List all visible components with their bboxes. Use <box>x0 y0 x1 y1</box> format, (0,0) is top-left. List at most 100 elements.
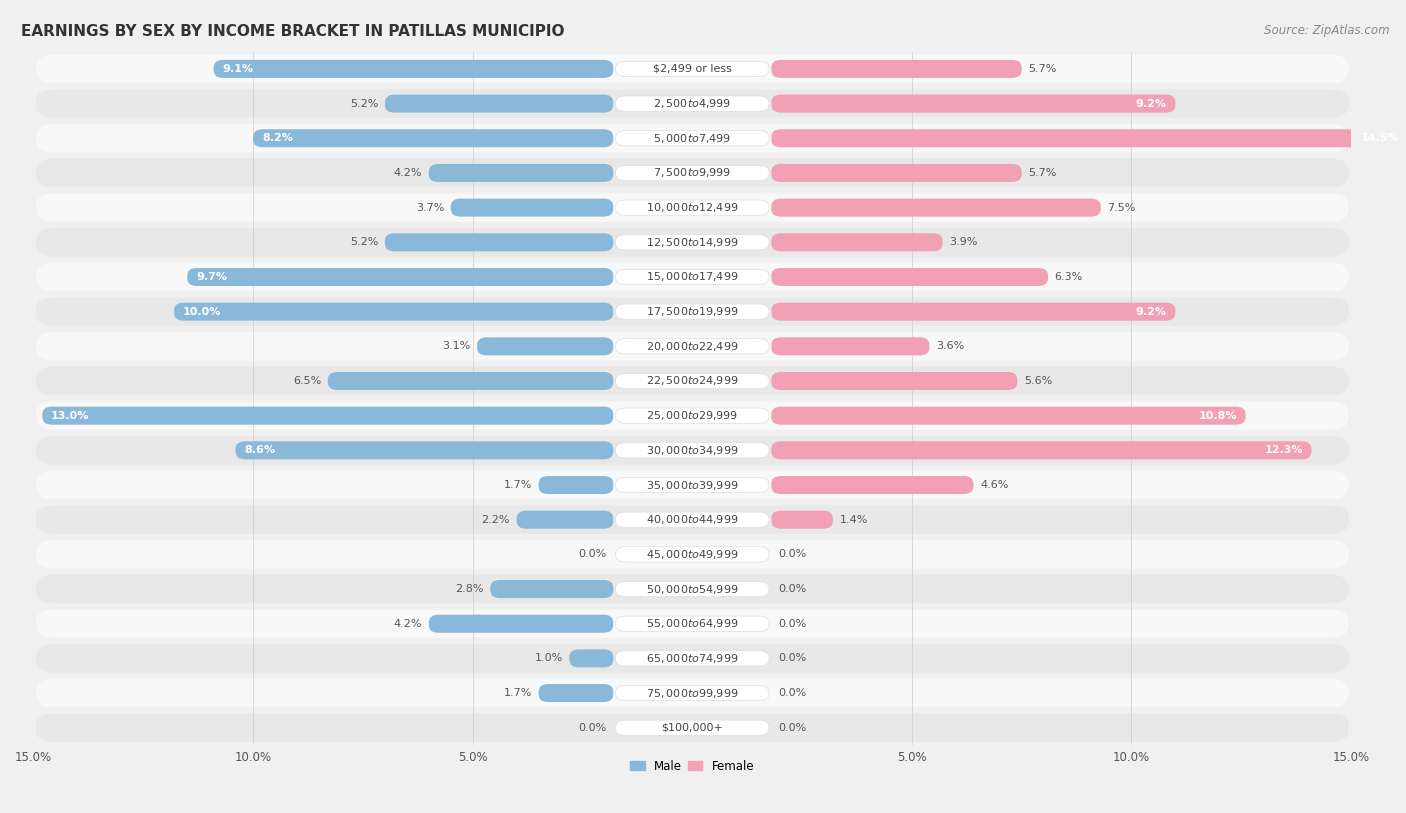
Text: 5.7%: 5.7% <box>1028 168 1057 178</box>
FancyBboxPatch shape <box>772 60 1022 78</box>
FancyBboxPatch shape <box>35 193 1348 222</box>
FancyBboxPatch shape <box>616 200 769 215</box>
FancyBboxPatch shape <box>616 512 769 528</box>
Text: EARNINGS BY SEX BY INCOME BRACKET IN PATILLAS MUNICIPIO: EARNINGS BY SEX BY INCOME BRACKET IN PAT… <box>21 24 565 39</box>
Text: $12,500 to $14,999: $12,500 to $14,999 <box>647 236 738 249</box>
FancyBboxPatch shape <box>772 302 1175 320</box>
Text: 9.2%: 9.2% <box>1136 307 1167 316</box>
FancyBboxPatch shape <box>772 476 973 494</box>
Text: 2.2%: 2.2% <box>481 515 510 524</box>
FancyBboxPatch shape <box>328 372 613 390</box>
FancyBboxPatch shape <box>35 610 1348 638</box>
Text: 14.5%: 14.5% <box>1361 133 1399 143</box>
FancyBboxPatch shape <box>772 511 832 528</box>
FancyBboxPatch shape <box>35 159 1348 187</box>
Text: 4.2%: 4.2% <box>394 168 422 178</box>
FancyBboxPatch shape <box>616 339 769 354</box>
Text: 0.0%: 0.0% <box>778 584 806 594</box>
Text: $65,000 to $74,999: $65,000 to $74,999 <box>647 652 738 665</box>
FancyBboxPatch shape <box>772 198 1101 216</box>
FancyBboxPatch shape <box>35 367 1348 395</box>
FancyBboxPatch shape <box>616 269 769 285</box>
Text: 1.4%: 1.4% <box>839 515 868 524</box>
FancyBboxPatch shape <box>616 408 769 424</box>
Text: 12.3%: 12.3% <box>1264 446 1303 455</box>
FancyBboxPatch shape <box>616 616 769 632</box>
Text: 2.8%: 2.8% <box>456 584 484 594</box>
Text: $15,000 to $17,499: $15,000 to $17,499 <box>647 271 738 284</box>
Text: 0.0%: 0.0% <box>778 688 806 698</box>
FancyBboxPatch shape <box>429 164 613 182</box>
Text: 5.2%: 5.2% <box>350 237 378 247</box>
FancyBboxPatch shape <box>451 198 613 216</box>
Text: $40,000 to $44,999: $40,000 to $44,999 <box>647 513 738 526</box>
Text: $10,000 to $12,499: $10,000 to $12,499 <box>647 201 738 214</box>
Text: 5.2%: 5.2% <box>350 98 378 109</box>
FancyBboxPatch shape <box>616 581 769 597</box>
Text: 1.7%: 1.7% <box>503 480 531 490</box>
Text: 3.1%: 3.1% <box>443 341 471 351</box>
FancyBboxPatch shape <box>187 268 613 286</box>
FancyBboxPatch shape <box>174 302 613 320</box>
FancyBboxPatch shape <box>35 540 1348 568</box>
FancyBboxPatch shape <box>214 60 613 78</box>
FancyBboxPatch shape <box>35 506 1348 534</box>
FancyBboxPatch shape <box>616 685 769 701</box>
Text: $2,500 to $4,999: $2,500 to $4,999 <box>654 97 731 110</box>
Text: 9.1%: 9.1% <box>222 64 253 74</box>
FancyBboxPatch shape <box>772 129 1406 147</box>
Text: 3.6%: 3.6% <box>936 341 965 351</box>
FancyBboxPatch shape <box>491 580 613 598</box>
FancyBboxPatch shape <box>538 476 613 494</box>
FancyBboxPatch shape <box>616 477 769 493</box>
Text: $22,500 to $24,999: $22,500 to $24,999 <box>647 375 738 388</box>
FancyBboxPatch shape <box>35 298 1348 326</box>
FancyBboxPatch shape <box>616 96 769 111</box>
Text: 6.3%: 6.3% <box>1054 272 1083 282</box>
Text: $2,499 or less: $2,499 or less <box>652 64 731 74</box>
Text: 10.0%: 10.0% <box>183 307 221 316</box>
Text: 6.5%: 6.5% <box>292 376 321 386</box>
FancyBboxPatch shape <box>35 714 1348 742</box>
FancyBboxPatch shape <box>616 443 769 458</box>
Text: 0.0%: 0.0% <box>778 619 806 628</box>
FancyBboxPatch shape <box>477 337 613 355</box>
FancyBboxPatch shape <box>253 129 613 147</box>
FancyBboxPatch shape <box>35 471 1348 499</box>
FancyBboxPatch shape <box>569 650 613 667</box>
FancyBboxPatch shape <box>616 61 769 76</box>
FancyBboxPatch shape <box>772 337 929 355</box>
Text: $100,000+: $100,000+ <box>661 723 723 733</box>
Text: 3.7%: 3.7% <box>416 202 444 213</box>
FancyBboxPatch shape <box>35 679 1348 707</box>
Text: $25,000 to $29,999: $25,000 to $29,999 <box>647 409 738 422</box>
FancyBboxPatch shape <box>616 373 769 389</box>
Text: $55,000 to $64,999: $55,000 to $64,999 <box>647 617 738 630</box>
Text: 3.9%: 3.9% <box>949 237 977 247</box>
Text: 5.6%: 5.6% <box>1024 376 1052 386</box>
FancyBboxPatch shape <box>236 441 613 459</box>
Text: $50,000 to $54,999: $50,000 to $54,999 <box>647 583 738 596</box>
FancyBboxPatch shape <box>616 165 769 180</box>
FancyBboxPatch shape <box>616 650 769 666</box>
Text: 9.7%: 9.7% <box>195 272 226 282</box>
Text: 8.6%: 8.6% <box>245 446 276 455</box>
FancyBboxPatch shape <box>429 615 613 633</box>
FancyBboxPatch shape <box>516 511 613 528</box>
Text: $17,500 to $19,999: $17,500 to $19,999 <box>647 305 738 318</box>
Text: Source: ZipAtlas.com: Source: ZipAtlas.com <box>1264 24 1389 37</box>
FancyBboxPatch shape <box>385 233 613 251</box>
Text: 13.0%: 13.0% <box>51 411 90 420</box>
FancyBboxPatch shape <box>35 402 1348 430</box>
Text: $45,000 to $49,999: $45,000 to $49,999 <box>647 548 738 561</box>
Text: 4.6%: 4.6% <box>980 480 1008 490</box>
FancyBboxPatch shape <box>772 164 1022 182</box>
FancyBboxPatch shape <box>616 304 769 320</box>
FancyBboxPatch shape <box>772 372 1018 390</box>
FancyBboxPatch shape <box>35 436 1348 464</box>
FancyBboxPatch shape <box>35 228 1348 257</box>
Text: $35,000 to $39,999: $35,000 to $39,999 <box>647 479 738 492</box>
FancyBboxPatch shape <box>616 235 769 250</box>
Text: 0.0%: 0.0% <box>778 723 806 733</box>
Text: 0.0%: 0.0% <box>778 550 806 559</box>
